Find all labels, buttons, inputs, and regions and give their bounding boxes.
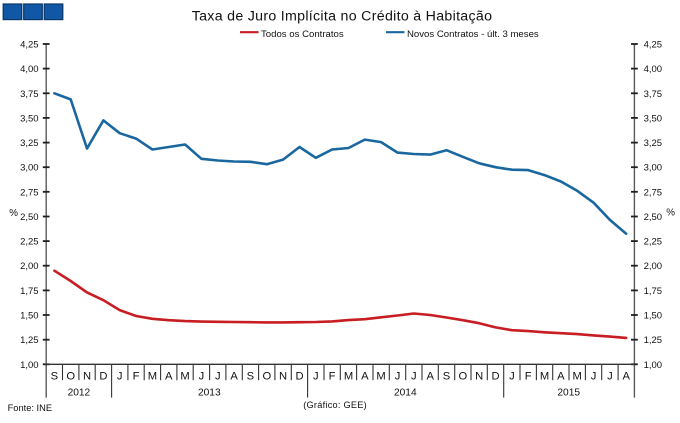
svg-text:%: % <box>9 208 18 219</box>
svg-text:2015: 2015 <box>557 388 580 399</box>
svg-text:A: A <box>622 370 630 382</box>
svg-text:A: A <box>165 370 173 382</box>
svg-text:2012: 2012 <box>68 388 91 399</box>
svg-text:2,50: 2,50 <box>20 212 39 223</box>
svg-text:3,75: 3,75 <box>644 89 663 100</box>
svg-text:D: D <box>99 370 107 382</box>
svg-text:2,25: 2,25 <box>644 237 663 248</box>
svg-text:2013: 2013 <box>198 388 221 399</box>
svg-text:A: A <box>557 370 565 382</box>
svg-text:M: M <box>148 370 157 382</box>
svg-text:F: F <box>525 370 532 382</box>
svg-text:A: A <box>361 370 369 382</box>
svg-text:3,50: 3,50 <box>644 113 663 124</box>
svg-text:3,25: 3,25 <box>644 138 663 149</box>
svg-text:D: D <box>295 370 303 382</box>
svg-text:Novos Contratos - últ. 3 meses: Novos Contratos - últ. 3 meses <box>407 29 539 40</box>
svg-text:D: D <box>491 370 499 382</box>
svg-text:S: S <box>247 370 254 382</box>
svg-text:A: A <box>230 370 238 382</box>
svg-text:1,00: 1,00 <box>644 360 663 371</box>
svg-text:J: J <box>117 370 123 382</box>
svg-text:4,00: 4,00 <box>20 64 39 75</box>
svg-text:Taxa de Juro Implícita no Créd: Taxa de Juro Implícita no Crédito à Habi… <box>192 9 493 25</box>
svg-text:1,50: 1,50 <box>20 311 39 322</box>
svg-text:S: S <box>443 370 450 382</box>
svg-text:2,00: 2,00 <box>644 261 663 272</box>
svg-text:M: M <box>540 370 549 382</box>
svg-text:4,25: 4,25 <box>20 40 39 51</box>
svg-text:J: J <box>607 370 613 382</box>
svg-text:F: F <box>133 370 140 382</box>
svg-text:2014: 2014 <box>394 388 417 399</box>
svg-text:4,00: 4,00 <box>644 64 663 75</box>
svg-text:M: M <box>344 370 353 382</box>
svg-text:J: J <box>313 370 319 382</box>
svg-text:3,50: 3,50 <box>20 113 39 124</box>
svg-text:1,75: 1,75 <box>644 286 663 297</box>
svg-text:J: J <box>591 370 597 382</box>
svg-text:O: O <box>262 370 271 382</box>
svg-text:4,25: 4,25 <box>644 40 663 51</box>
svg-text:2,25: 2,25 <box>20 237 39 248</box>
svg-text:A: A <box>426 370 434 382</box>
svg-text:3,00: 3,00 <box>644 163 663 174</box>
svg-text:2,75: 2,75 <box>20 187 39 198</box>
svg-text:J: J <box>509 370 515 382</box>
svg-text:Todos os Contratos: Todos os Contratos <box>261 29 344 40</box>
svg-text:M: M <box>573 370 582 382</box>
svg-text:1,25: 1,25 <box>20 335 39 346</box>
svg-text:3,25: 3,25 <box>20 138 39 149</box>
svg-text:J: J <box>411 370 417 382</box>
svg-text:2,00: 2,00 <box>20 261 39 272</box>
svg-text:(Gráfico: GEE): (Gráfico: GEE) <box>303 400 367 410</box>
svg-text:2,50: 2,50 <box>644 212 663 223</box>
svg-text:Fonte: INE: Fonte: INE <box>8 403 52 413</box>
svg-text:1,00: 1,00 <box>20 360 39 371</box>
svg-text:N: N <box>475 370 483 382</box>
svg-text:O: O <box>458 370 467 382</box>
svg-text:O: O <box>66 370 75 382</box>
svg-text:2,75: 2,75 <box>644 187 663 198</box>
svg-text:M: M <box>180 370 189 382</box>
svg-text:S: S <box>51 370 58 382</box>
svg-text:1,50: 1,50 <box>644 311 663 322</box>
svg-text:J: J <box>395 370 401 382</box>
svg-text:J: J <box>215 370 221 382</box>
svg-text:1,75: 1,75 <box>20 286 39 297</box>
svg-text:3,00: 3,00 <box>20 163 39 174</box>
svg-text:%: % <box>666 207 675 218</box>
svg-text:N: N <box>83 370 91 382</box>
svg-text:F: F <box>329 370 336 382</box>
svg-text:M: M <box>376 370 385 382</box>
svg-text:3,75: 3,75 <box>20 89 39 100</box>
svg-text:1,25: 1,25 <box>644 335 663 346</box>
svg-text:J: J <box>199 370 205 382</box>
svg-text:N: N <box>279 370 287 382</box>
